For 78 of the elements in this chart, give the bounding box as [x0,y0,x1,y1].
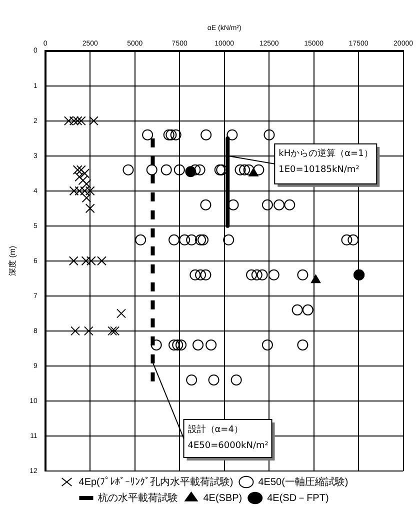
point [226,129,238,140]
point [206,339,217,350]
point [122,164,134,176]
point [64,116,74,126]
point [262,339,273,350]
point [70,326,80,336]
point [274,199,285,210]
point [284,199,296,210]
annotation: kHからの逆算（α=1） 1E0=10185kN/m² [278,148,373,176]
legend-label: 4E(SBP) [203,492,242,504]
point [172,339,184,350]
point [310,274,321,284]
point [194,164,206,176]
point [146,164,158,176]
point [200,129,212,140]
point [108,326,118,336]
point [166,129,177,140]
point [76,116,86,126]
point [150,339,162,350]
point [292,304,303,316]
point [174,164,185,176]
y-axis-title: 深度 (m) [8,245,18,276]
point [297,339,308,350]
point [302,304,314,316]
point [85,186,95,196]
point [190,269,201,280]
point [297,269,308,280]
point [68,256,78,266]
point [341,234,352,246]
point [239,164,250,176]
point [230,374,242,386]
annotation: 設計（α=4） 4E50=6000kN/m² [188,424,269,451]
point [186,374,198,386]
point [168,339,180,350]
point [116,308,126,318]
point [135,234,146,246]
point [251,269,262,280]
point [142,129,154,140]
point [179,234,190,246]
point [85,204,95,214]
legend-label: 4E(SD－FPT) [267,492,329,504]
point [264,129,275,140]
point [110,326,120,336]
point [195,234,206,246]
point [176,339,187,350]
point [168,234,180,246]
point [186,234,198,246]
point [81,256,91,266]
legend-label: 4Ep(ﾌﾟﾚﾎﾞｰﾘﾝｸﾞ孔内水平載荷試験) [78,476,234,488]
point [256,269,268,280]
point [246,269,258,280]
point [200,269,212,280]
point [72,116,82,126]
point [195,269,206,280]
point [262,199,273,210]
point [198,234,209,246]
point [88,116,98,126]
point [84,326,94,336]
point [268,269,280,280]
legend-label: 杭の水平載荷試験 [97,492,178,504]
point [69,116,79,126]
point [348,234,359,246]
point [190,164,201,176]
point [192,339,204,350]
point [200,199,212,210]
point [86,256,96,266]
point [74,186,84,196]
point [234,164,246,176]
point [223,234,234,246]
point [243,164,254,176]
point [160,164,172,176]
point [208,374,220,386]
point [163,129,174,140]
legend-label: 4E50(一軸圧縮試験) [258,476,348,488]
point [253,164,264,176]
point [97,256,106,266]
point [170,129,182,140]
point [69,186,79,196]
